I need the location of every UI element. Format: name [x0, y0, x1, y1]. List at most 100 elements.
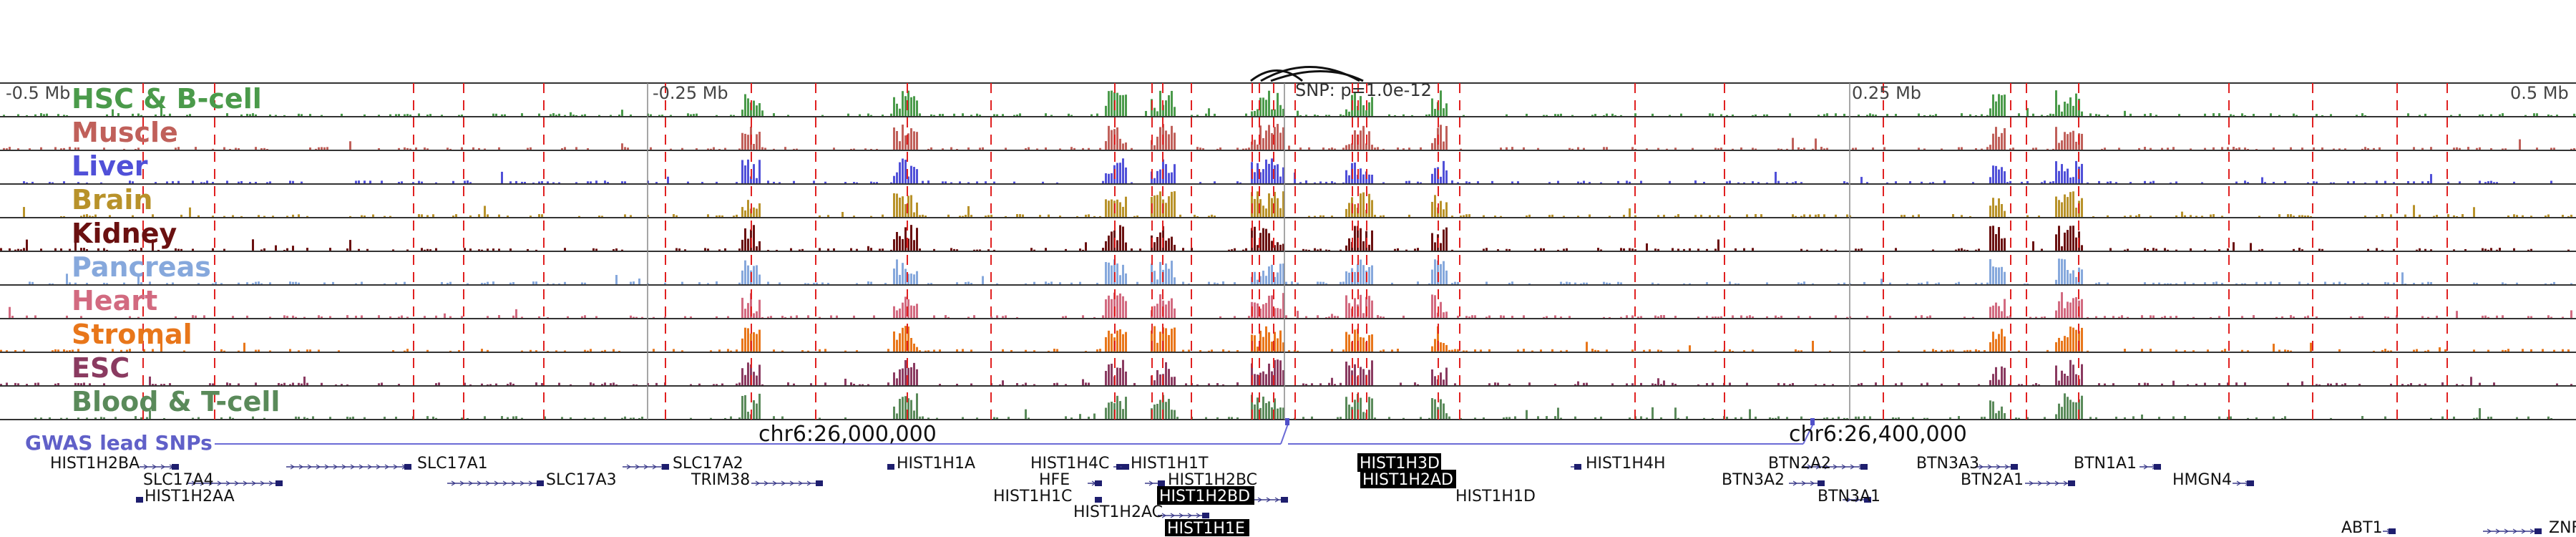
signal-bar	[767, 281, 769, 284]
signal-bar	[1305, 384, 1307, 385]
signal-bar	[899, 141, 901, 150]
signal-bar	[904, 160, 907, 183]
signal-bar	[1171, 90, 1173, 116]
signal-bar	[346, 248, 348, 251]
signal-bar	[1712, 417, 1714, 419]
signal-bar	[910, 337, 912, 352]
signal-bar	[2061, 292, 2063, 318]
signal-bar	[1093, 413, 1096, 419]
signal-bar	[718, 249, 721, 251]
signal-bar	[1986, 282, 1989, 284]
signal-bar	[1660, 384, 1662, 385]
signal-bar	[14, 249, 16, 251]
signal-bar	[1199, 182, 1201, 183]
signal-bar	[756, 375, 758, 385]
signal-bar	[1732, 114, 1734, 116]
signal-bar	[904, 296, 907, 318]
signal-bar	[2026, 107, 2029, 116]
signal-bar	[1797, 147, 1800, 150]
signal-bar	[1620, 115, 1622, 116]
signal-bar	[613, 349, 615, 352]
signal-bar	[979, 115, 981, 116]
signal-bar	[1297, 350, 1299, 352]
signal-bar	[2004, 271, 2006, 284]
signal-bar	[1085, 242, 1087, 251]
signal-bar	[627, 147, 629, 150]
signal-bar	[996, 114, 998, 116]
signal-bar	[899, 274, 901, 284]
signal-bar	[132, 181, 134, 183]
signal-bar	[1815, 214, 1817, 217]
signal-bar	[1005, 216, 1007, 217]
signal-bar	[54, 248, 57, 251]
signal-bar	[1537, 416, 1539, 419]
signal-bar	[1010, 349, 1013, 352]
signal-bar	[1454, 383, 1456, 385]
signal-bar	[664, 282, 666, 284]
signal-bar	[758, 393, 761, 419]
signal-bar	[1855, 416, 1857, 419]
signal-bar	[1348, 111, 1350, 116]
strand-arrow	[1979, 464, 1984, 470]
signal-bar	[1334, 384, 1336, 385]
signal-bar	[1986, 147, 1989, 150]
signal-bar	[2464, 248, 2467, 251]
signal-bar	[1070, 417, 1073, 419]
signal-bar	[1677, 214, 1679, 217]
signal-bar	[406, 349, 409, 352]
signal-bar	[773, 113, 775, 116]
signal-bar	[1265, 228, 1267, 251]
signal-bar	[564, 281, 566, 284]
signal-bar	[418, 180, 420, 183]
signal-bar	[710, 417, 712, 419]
signal-bar	[1428, 114, 1430, 116]
signal-bar	[590, 181, 592, 183]
signal-bar	[661, 115, 663, 116]
signal-bar	[710, 350, 712, 352]
signal-bar	[1777, 316, 1780, 318]
signal-bar	[2067, 337, 2069, 352]
signal-bar	[1314, 114, 1316, 116]
signal-bar	[870, 148, 872, 150]
signal-bar	[469, 215, 472, 217]
signal-bar	[2175, 249, 2177, 251]
signal-bar	[1609, 316, 1611, 318]
signal-bar	[2490, 147, 2492, 150]
signal-bar	[930, 147, 932, 150]
signal-bar	[704, 248, 706, 251]
signal-bar	[2387, 282, 2389, 284]
signal-bar	[404, 281, 406, 284]
signal-bar	[2021, 181, 2023, 183]
signal-bar	[907, 274, 909, 284]
signal-bar	[1168, 196, 1170, 217]
signal-bar	[1440, 342, 1442, 352]
signal-bar	[1348, 272, 1350, 284]
signal-bar	[389, 316, 391, 318]
signal-bar	[853, 148, 855, 150]
signal-bar	[1096, 282, 1098, 284]
signal-bar	[1752, 349, 1754, 352]
signal-bar	[2473, 282, 2475, 284]
signal-bar	[2413, 283, 2415, 284]
signal-bar	[1162, 105, 1164, 116]
signal-bar	[2098, 383, 2100, 385]
signal-bar	[509, 248, 512, 251]
snp-label: SNP: p=1.0e-12	[1295, 80, 1432, 100]
signal-bar	[1938, 282, 1940, 284]
signal-bar	[14, 382, 16, 385]
signal-bar	[1354, 329, 1356, 352]
signal-bar	[1262, 337, 1264, 352]
signal-bar	[2344, 383, 2346, 385]
signal-bar	[409, 115, 411, 116]
signal-bar	[2250, 243, 2252, 251]
signal-bar	[358, 248, 360, 251]
signal-bar	[1168, 399, 1170, 419]
signal-bar	[1674, 407, 1677, 419]
signal-bar	[870, 181, 872, 183]
signal-bar	[1712, 382, 1714, 385]
signal-bar	[238, 282, 240, 284]
signal-bar	[2467, 147, 2469, 150]
signal-bar	[2124, 249, 2126, 251]
signal-bar	[1823, 114, 1825, 116]
signal-bar	[83, 214, 85, 217]
